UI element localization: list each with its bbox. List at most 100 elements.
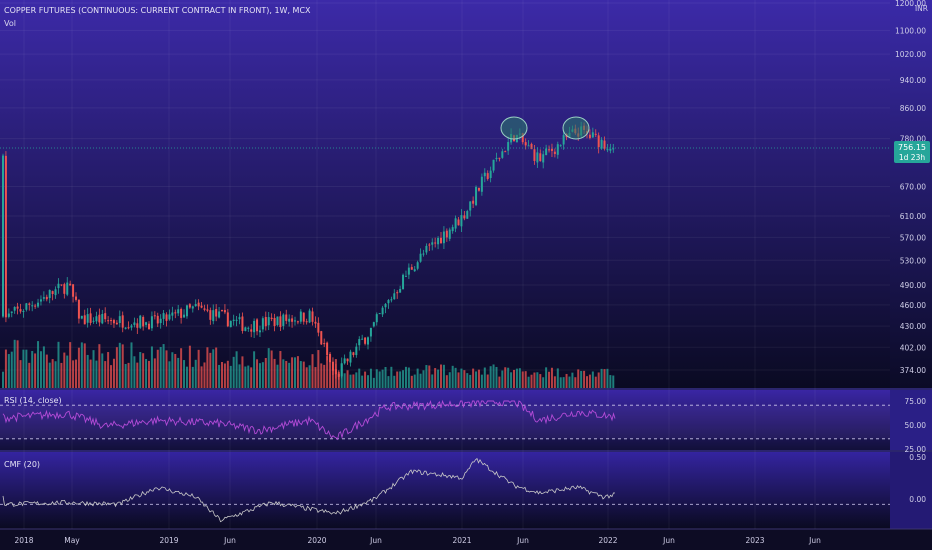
candle-body [317,322,320,333]
volume-bar [393,375,396,388]
volume-bar [98,344,101,388]
candle-body [142,316,145,327]
candle-body [364,337,367,344]
volume-bar [7,354,10,388]
peak-annotation-circle[interactable] [562,116,590,140]
candle-body [110,320,113,322]
candle-body [118,316,121,323]
volume-bar [550,367,553,388]
volume-bar [355,372,358,388]
candle-body [51,291,54,294]
candle-body [492,159,495,171]
price-tick-label: 460.00 [900,301,926,310]
candle-body [612,148,615,150]
candle-body [226,312,229,327]
candle-body [442,231,445,244]
volume-bar [562,377,565,388]
candle-body [381,307,384,315]
candle-body [80,315,83,319]
volume-bar [399,371,402,388]
rsi-scale[interactable] [890,390,932,450]
candle-body [533,149,536,161]
volume-bar [95,360,98,388]
candle-body [180,308,183,318]
time-label: 2022 [598,536,617,545]
volume-bar [600,368,603,388]
candle-body [553,151,556,154]
candle-body [183,314,186,318]
volume-bar [451,365,454,388]
time-label: Jun [516,536,529,545]
candle-body [244,327,247,331]
candle-body [326,342,329,356]
volume-bar [390,366,393,388]
candle-body [340,363,343,377]
volume-bar [112,358,115,388]
rsi-pane[interactable] [0,390,890,450]
candle-body [431,242,434,245]
currency-label: INR [915,4,928,13]
volume-bar [250,367,253,388]
candle-body [267,317,270,326]
rsi-legend[interactable]: RSI (14, close) [4,396,62,405]
last-price-badge[interactable] [894,141,930,163]
candle-body [288,318,291,322]
candle-body [480,176,483,192]
candle-body [527,145,530,147]
price-tick-label: 1100.00 [895,26,926,35]
volume-bar [410,375,413,388]
candle-body [174,312,177,314]
volume-bar [352,374,355,388]
candle-body [19,309,22,312]
candle-body [548,149,551,151]
time-axis[interactable] [0,529,932,550]
cmf-line [2,457,616,523]
candle-body [372,322,375,327]
volume-bar [226,360,229,388]
peak-annotation-circle[interactable] [500,116,528,140]
volume-bar [270,350,273,388]
cmf-legend[interactable]: CMF (20) [4,460,40,469]
candle-body [124,327,127,329]
volume-bar [480,374,483,388]
volume-bar [197,349,200,388]
volume-bar [501,370,504,388]
cmf-scale[interactable] [890,452,932,529]
candle-body [130,325,133,328]
volume-bar [72,360,75,388]
volume-bar [174,353,177,388]
volume-bar [162,344,165,388]
price-pane[interactable] [0,0,890,388]
candle-body [419,253,422,262]
volume-bar [232,356,235,388]
candle-body [77,299,80,319]
candle-body [83,315,86,325]
volume-bar [358,368,361,388]
candle-body [28,303,31,305]
volume-bar [115,347,118,388]
volume-bar [48,362,51,388]
candle-body [393,293,396,300]
volume-bar [583,370,586,388]
price-scale[interactable] [890,0,932,388]
volume-bar [378,371,381,388]
volume-bar [518,368,521,388]
candle-body [235,319,238,321]
volume-bar [66,355,69,388]
candle-body [457,219,460,226]
volume-legend[interactable]: Vol [4,19,16,28]
candle-body [402,274,405,290]
volume-bar [375,369,378,388]
volume-bar [492,364,495,388]
volume-bar [536,372,539,388]
candle-body [331,361,334,371]
price-tick-label: 860.00 [900,104,926,113]
cmf-pane[interactable] [0,452,890,529]
volume-bar [510,372,513,388]
symbol-title[interactable]: COPPER FUTURES (CONTINUOUS: CURRENT CONT… [4,6,311,15]
candle-body [139,315,142,328]
volume-bar [60,362,63,388]
volume-bar [402,370,405,388]
candle-body [448,229,451,239]
